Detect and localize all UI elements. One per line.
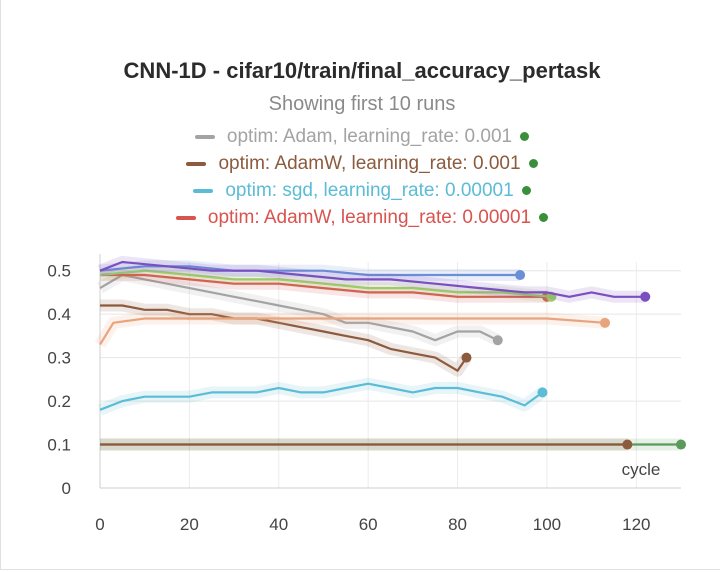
series-end-point bbox=[622, 439, 633, 450]
y-tick-label: 0.2 bbox=[47, 392, 71, 411]
legend-swatch bbox=[193, 188, 214, 193]
legend-label: optim: AdamW, learning_rate: 0.001 bbox=[218, 152, 521, 174]
series-end-point bbox=[600, 317, 611, 328]
series-line bbox=[99, 317, 606, 346]
series-end-point bbox=[515, 270, 526, 281]
chart-title: CNN-1D - cifar10/train/final_accuracy_pe… bbox=[123, 58, 601, 83]
run-status-dot bbox=[520, 132, 530, 141]
legend-label: optim: AdamW, learning_rate: 0.00001 bbox=[207, 206, 532, 228]
x-tick-label: 20 bbox=[180, 515, 199, 534]
legend-entry[interactable]: optim: AdamW, learning_rate: 0.001 bbox=[1, 150, 722, 177]
x-axis-label: cycle bbox=[622, 460, 661, 479]
y-tick-label: 0.1 bbox=[47, 436, 71, 455]
series-end-point bbox=[492, 335, 503, 346]
series-end-point bbox=[676, 439, 686, 450]
x-tick-label: 0 bbox=[95, 515, 104, 534]
y-tick-label: 0 bbox=[62, 479, 71, 498]
legend: optim: Adam, learning_rate: 0.001 optim: … bbox=[1, 123, 722, 231]
x-tick-label: 100 bbox=[533, 515, 561, 534]
run-status-dot bbox=[539, 213, 549, 222]
y-tick-label: 0.4 bbox=[47, 305, 71, 324]
run-status-dot bbox=[528, 159, 538, 168]
x-tick-label: 120 bbox=[622, 515, 650, 534]
legend-swatch bbox=[186, 161, 207, 166]
legend-swatch bbox=[194, 134, 215, 139]
x-tick-label: 40 bbox=[269, 515, 288, 534]
series-line bbox=[99, 382, 544, 411]
series-end-point bbox=[640, 291, 651, 302]
series-line bbox=[100, 304, 468, 372]
series-end-point bbox=[461, 352, 472, 363]
legend-entry[interactable]: optim: sgd, learning_rate: 0.00001 bbox=[1, 177, 722, 204]
series-end-point bbox=[537, 387, 548, 398]
run-status-dot bbox=[521, 186, 531, 195]
series-line bbox=[99, 260, 646, 298]
legend-entry[interactable]: optim: Adam, learning_rate: 0.001 bbox=[1, 123, 722, 150]
chart-subtitle: Showing first 10 runs bbox=[268, 93, 456, 115]
legend-label: optim: Adam, learning_rate: 0.001 bbox=[226, 125, 513, 147]
series-line bbox=[100, 273, 547, 298]
y-tick-label: 0.3 bbox=[47, 349, 71, 368]
legend-swatch bbox=[175, 215, 196, 220]
legend-label: optim: sgd, learning_rate: 0.00001 bbox=[225, 179, 514, 201]
series-line bbox=[99, 273, 499, 342]
x-tick-label: 60 bbox=[359, 515, 378, 534]
y-tick-label: 0.5 bbox=[47, 262, 71, 281]
legend-entry[interactable]: optim: AdamW, learning_rate: 0.00001 bbox=[1, 204, 722, 231]
series-line bbox=[99, 269, 552, 298]
x-tick-label: 80 bbox=[448, 515, 467, 534]
